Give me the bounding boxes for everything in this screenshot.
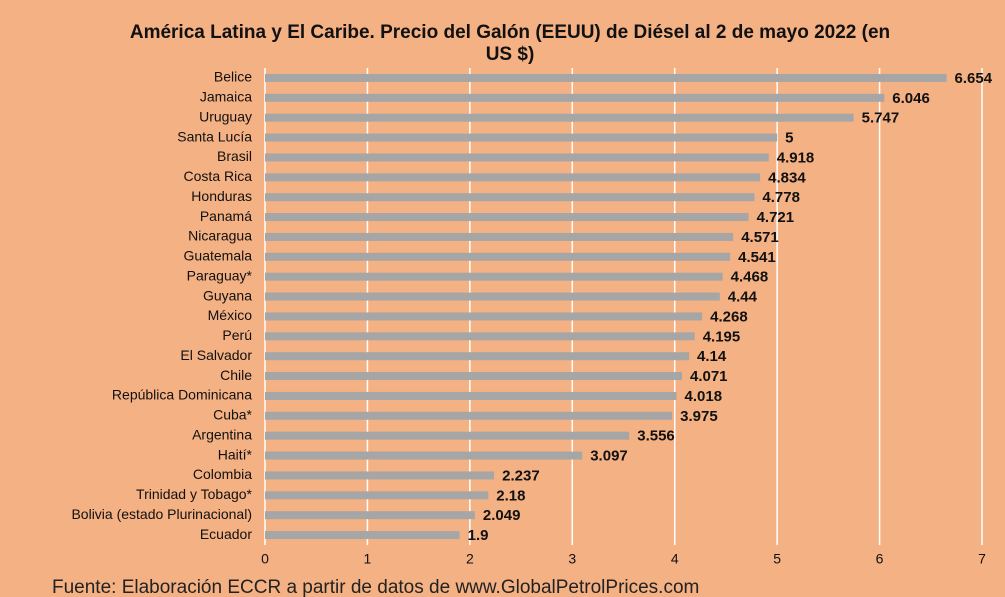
data-label: 4.918 xyxy=(777,149,815,166)
bar xyxy=(265,113,854,122)
x-tick-label: 5 xyxy=(773,551,781,567)
bar xyxy=(265,193,755,202)
x-tick-label: 2 xyxy=(466,551,474,567)
y-tick-label: Belice xyxy=(214,69,252,85)
y-tick-label: Argentina xyxy=(192,426,252,442)
bar xyxy=(265,232,734,241)
bar xyxy=(265,133,778,142)
y-tick-label: Haití* xyxy=(218,446,253,462)
data-label: 4.018 xyxy=(685,388,723,405)
x-tick-label: 1 xyxy=(364,551,372,567)
y-tick-label: Santa Lucía xyxy=(177,128,252,144)
bar xyxy=(265,213,749,222)
bar xyxy=(265,93,885,102)
data-label: 5 xyxy=(785,130,793,147)
y-tick-label: Nicaragua xyxy=(188,228,252,244)
data-label: 5.747 xyxy=(862,110,900,127)
data-label: 4.721 xyxy=(757,209,795,226)
y-tick-label: Costa Rica xyxy=(184,168,253,184)
data-label: 1.9 xyxy=(468,527,489,544)
data-label: 2.049 xyxy=(483,507,521,524)
bar xyxy=(265,491,489,500)
y-tick-label: Paraguay* xyxy=(187,267,253,283)
y-tick-label: Chile xyxy=(220,367,252,383)
data-label: 4.468 xyxy=(731,269,769,286)
x-tick-label: 6 xyxy=(876,551,884,567)
bar xyxy=(265,511,475,520)
data-label: 2.237 xyxy=(502,467,540,484)
source-note: Fuente: Elaboración ECCR a partir de dat… xyxy=(52,577,699,597)
bar xyxy=(265,292,720,301)
bar xyxy=(265,252,731,261)
x-tick-label: 4 xyxy=(671,551,679,567)
data-label: 4.268 xyxy=(710,308,748,325)
bar xyxy=(265,431,630,440)
x-tick-label: 7 xyxy=(978,551,986,567)
bar xyxy=(265,411,673,420)
data-label: 3.975 xyxy=(680,408,718,425)
bar xyxy=(265,471,495,480)
bar xyxy=(265,173,761,182)
y-tick-label: Guyana xyxy=(203,287,252,303)
data-label: 4.14 xyxy=(697,348,727,365)
data-label: 4.834 xyxy=(768,169,806,186)
bar xyxy=(265,372,682,381)
x-tick-label: 3 xyxy=(568,551,576,567)
y-tick-label: Trinidad y Tobago* xyxy=(136,486,253,502)
bar xyxy=(265,531,460,540)
x-tick-label: 0 xyxy=(261,551,269,567)
bar xyxy=(265,312,703,321)
bar xyxy=(265,451,583,460)
chart-title: América Latina y El Caribe. Precio del G… xyxy=(129,22,891,65)
y-tick-label: Jamaica xyxy=(200,89,252,105)
y-tick-label: Honduras xyxy=(191,188,252,204)
y-tick-label: México xyxy=(208,307,253,323)
data-label: 4.571 xyxy=(741,229,779,246)
data-label: 4.071 xyxy=(690,368,728,385)
y-tick-label: Panamá xyxy=(200,208,252,224)
y-tick-label: Guatemala xyxy=(184,248,253,264)
data-label: 2.18 xyxy=(496,487,525,504)
bar xyxy=(265,73,947,82)
y-tick-label: Ecuador xyxy=(200,526,252,542)
data-label: 3.556 xyxy=(637,428,675,445)
data-label: 4.541 xyxy=(738,249,776,266)
bar xyxy=(265,332,695,341)
bar xyxy=(265,391,677,400)
y-tick-label: Uruguay xyxy=(199,108,252,124)
y-tick-label: El Salvador xyxy=(180,347,252,363)
y-tick-label: Colombia xyxy=(193,466,252,482)
data-label: 4.44 xyxy=(728,289,758,306)
data-label: 3.097 xyxy=(590,448,628,465)
y-tick-label: Bolivia (estado Plurinacional) xyxy=(71,506,252,522)
data-label: 4.778 xyxy=(762,189,800,206)
data-label: 6.046 xyxy=(892,90,930,107)
data-label: 6.654 xyxy=(955,70,993,87)
bar xyxy=(265,352,690,361)
y-tick-label: Brasil xyxy=(217,148,252,164)
y-tick-label: República Dominicana xyxy=(112,387,252,403)
bar xyxy=(265,153,769,162)
data-label: 4.195 xyxy=(703,328,741,345)
y-tick-label: Perú xyxy=(222,327,252,343)
bar xyxy=(265,272,723,281)
y-tick-label: Cuba* xyxy=(213,407,252,423)
